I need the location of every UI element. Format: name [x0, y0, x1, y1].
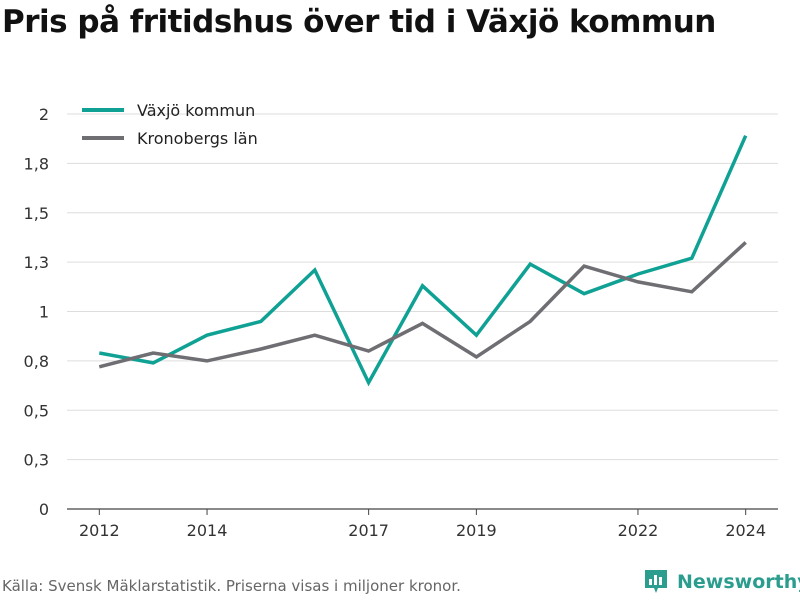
legend-label: Kronobergs län	[137, 129, 258, 148]
y-tick-label: 1,5	[24, 204, 49, 223]
y-tick-label: 1,8	[24, 154, 49, 173]
y-tick-label: 1,3	[24, 253, 49, 272]
y-axis-ticks: 0 0,3 0,5 0,8 1 1,3 1,5 1,8 2	[24, 105, 49, 519]
y-tick-label: 0,3	[24, 451, 49, 470]
legend: Växjö kommun Kronobergs län	[82, 101, 258, 148]
x-tick-label: 2022	[618, 521, 659, 540]
series-line-kronobergs-lan	[98, 241, 747, 369]
source-note: Källa: Svensk Mäklarstatistik. Priserna …	[2, 577, 461, 595]
legend-label: Växjö kommun	[137, 101, 255, 120]
y-tick-label: 0	[39, 500, 49, 519]
x-tick-label: 2012	[79, 521, 120, 540]
newsworthy-icon	[645, 570, 667, 593]
y-tick-label: 0,5	[24, 401, 49, 420]
y-tick-label: 1	[39, 303, 49, 322]
series-line-vaxjo-kommun	[98, 134, 748, 387]
x-tick-label: 2024	[725, 521, 766, 540]
y-tick-label: 0,8	[24, 352, 49, 371]
y-tick-label: 2	[39, 105, 49, 124]
chart-title: Pris på fritidshus över tid i Växjö komm…	[2, 4, 716, 40]
x-axis-ticks: 2012 2014 2017 2019 2022 2024	[79, 509, 766, 540]
brand-name: Newsworthy	[677, 571, 800, 593]
x-tick-label: 2019	[456, 521, 497, 540]
x-tick-label: 2014	[187, 521, 228, 540]
series-lines	[98, 134, 748, 387]
gridlines	[67, 113, 778, 510]
newsworthy-logo: Newsworthy	[643, 568, 800, 596]
x-tick-label: 2017	[348, 521, 389, 540]
